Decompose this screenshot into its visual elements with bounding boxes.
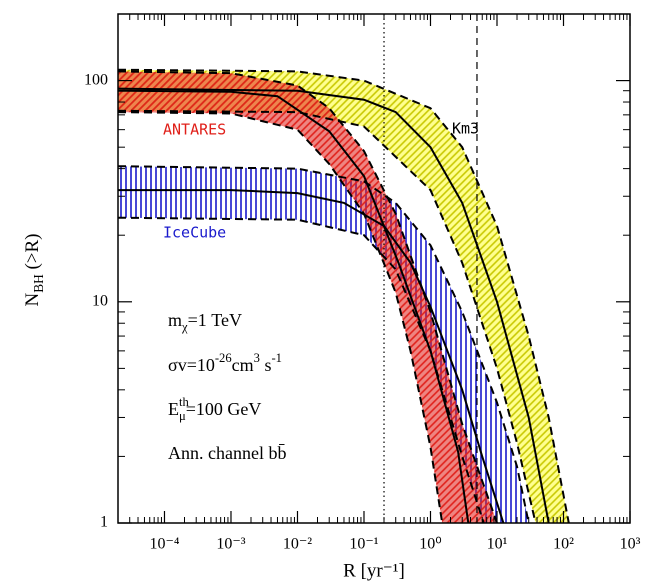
x-tick-label: 10⁻¹ [349,536,378,553]
text-part: s [260,355,272,375]
text-part: E [168,399,179,419]
annotation: Ann. channel bb̄​ [168,443,286,463]
plot-area [118,68,570,523]
band-curve [118,68,570,523]
text-part: -1 [271,351,282,365]
text-part: -26 [215,351,232,365]
text-part: Ann. channel bb̄ [168,443,286,463]
text-part: 3 [254,351,260,365]
band-label: Km3 [452,120,479,138]
text-part: BH [31,274,46,293]
text-part: m [168,310,182,330]
text-part: χ [181,320,188,334]
y-tick-label: 1 [100,514,108,531]
band-label: ANTARES [163,121,226,139]
band-fill [118,166,529,523]
text-part: th [179,395,189,409]
text-part: =100 GeV [186,399,262,419]
band-curve [118,89,470,523]
x-tick-label: 10³ [620,536,641,553]
annotation: σv=10​-26​cm​3​ s​-1​ [168,351,282,375]
annotation: m​χ​=1 TeV​ [168,310,242,334]
band-curve [118,70,498,523]
x-tick-label: 10⁻² [283,536,312,553]
band-curve [118,189,505,523]
band-fill [118,71,497,523]
x-tick-label: 10⁻⁴ [149,536,179,553]
band-curve [118,87,550,523]
band-fill [118,69,569,523]
y-axis-label: N​BH​ (>R)​ [22,233,46,306]
band-curve [118,109,537,523]
annotation: E​th​μ​=100 GeV​ [168,395,261,423]
text-part: σv=10 [168,355,215,375]
x-tick-label: 10² [553,536,574,553]
y-tick-label: 10 [92,292,108,309]
x-tick-label: 10⁻³ [216,536,245,553]
text-part: =1 TeV [188,310,242,330]
x-tick-label: 10⁰ [419,536,441,553]
text-part: μ [179,409,186,423]
y-tick-label: 100 [84,71,108,88]
band-curve [118,165,530,523]
text-part: (>R) [22,233,43,274]
text-part: cm [232,355,254,375]
x-tick-label: 10¹ [487,536,508,553]
plot-frame [117,13,631,524]
band-curve [118,111,444,523]
text-part: N [22,293,43,307]
band-label: IceCube [163,224,226,242]
x-axis-label: R [yr⁻¹] [343,560,405,581]
